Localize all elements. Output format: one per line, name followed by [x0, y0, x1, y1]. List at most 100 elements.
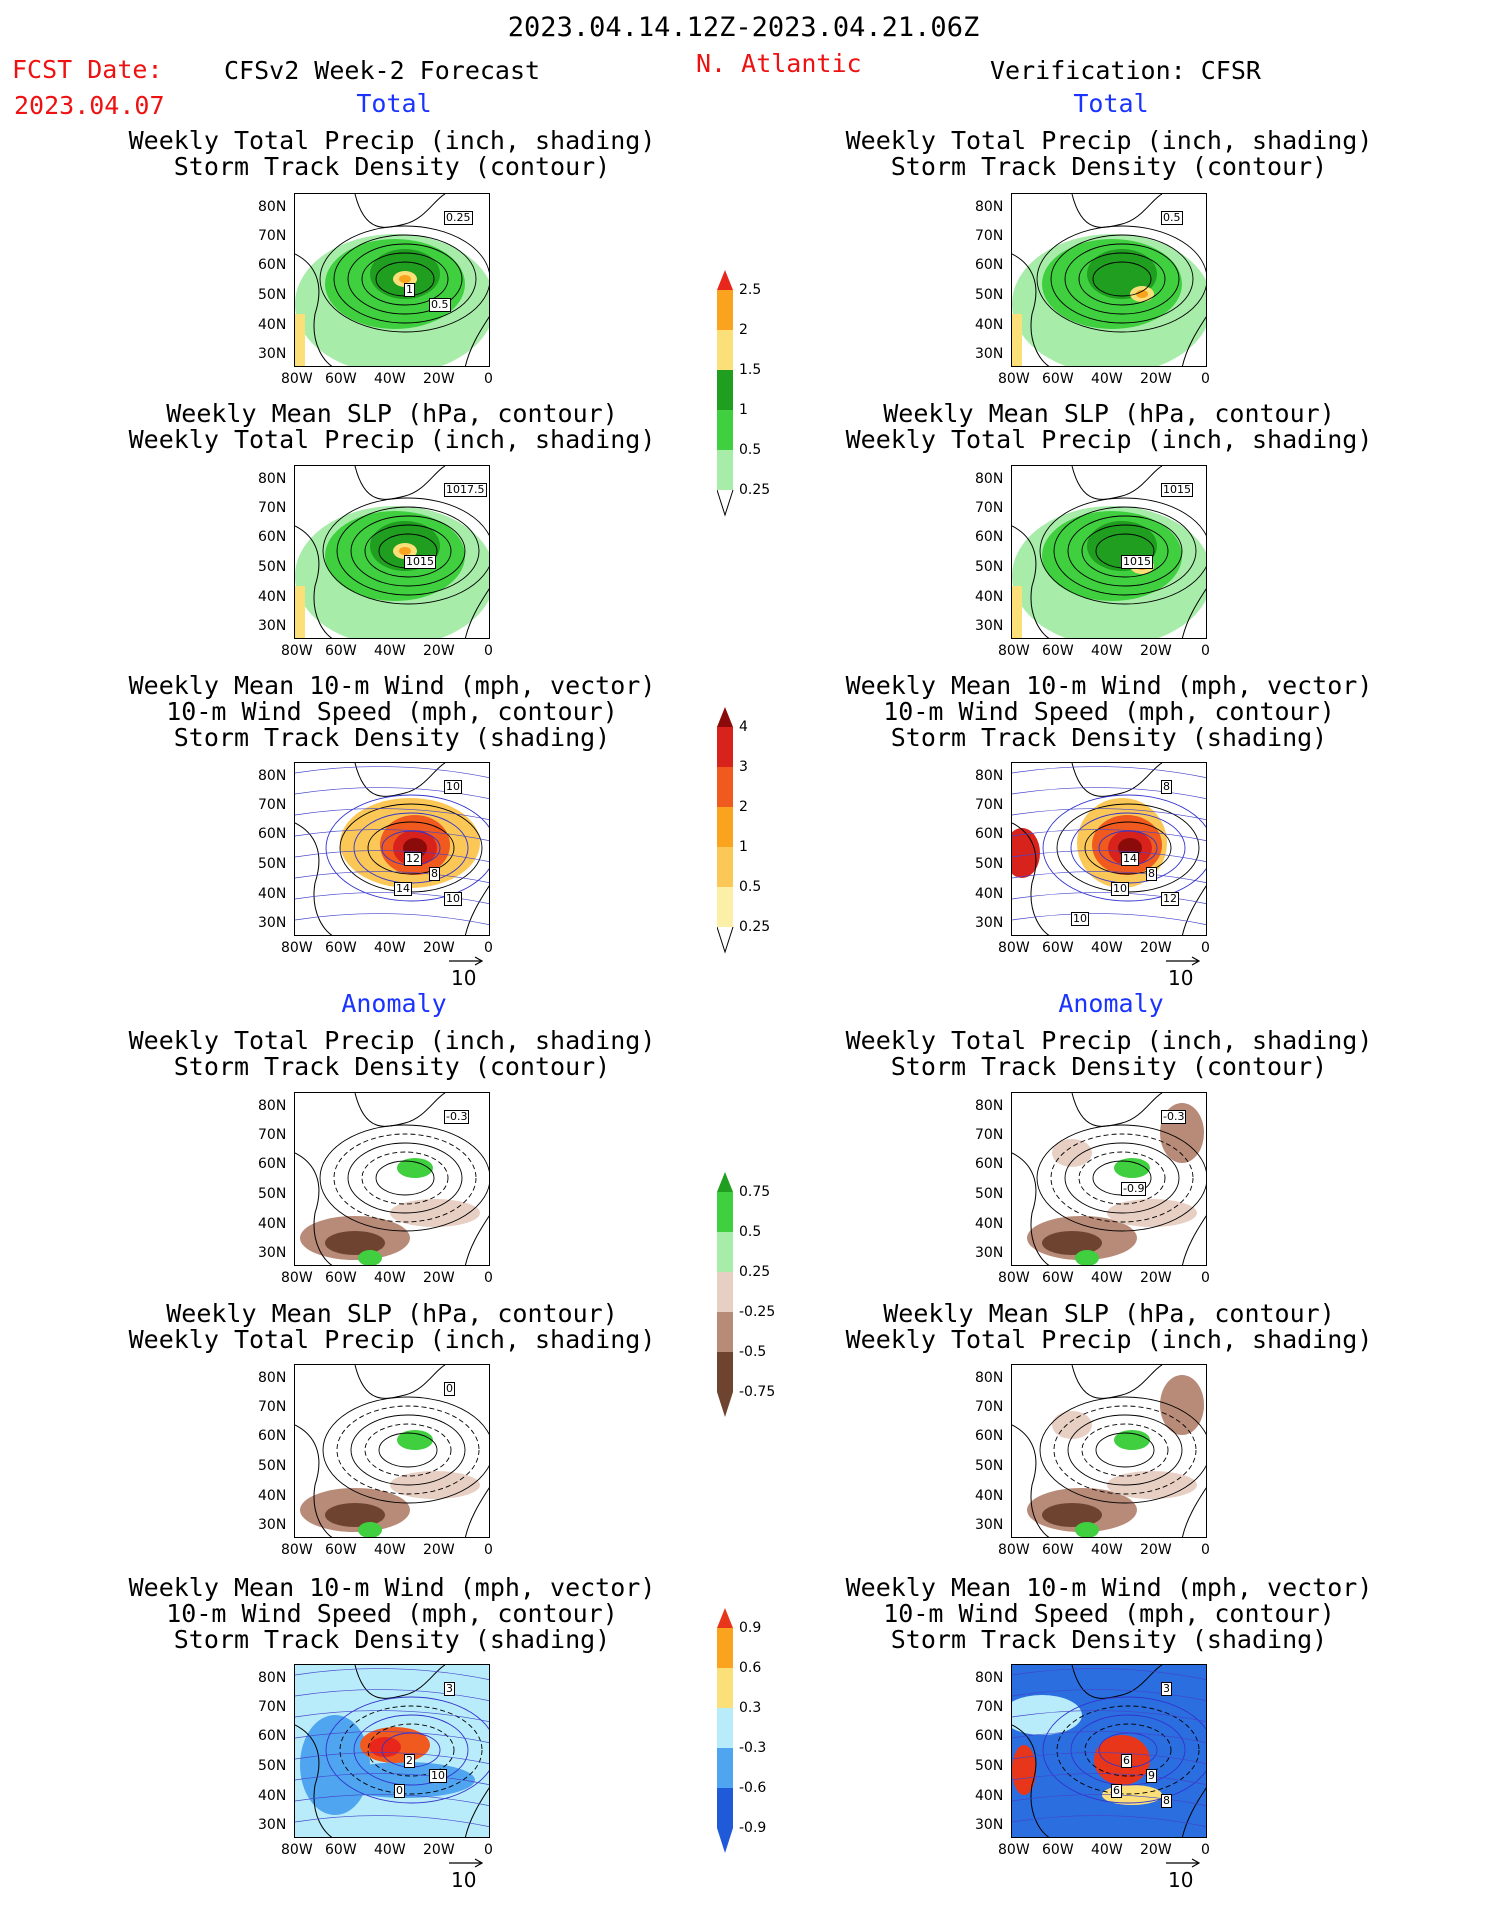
panel-contour-label: 8 [1161, 780, 1172, 794]
vector-arrow-head [474, 956, 483, 966]
lat-label-right: 80N [975, 1098, 1004, 1114]
streamline [1012, 1794, 1206, 1806]
contour-line [1064, 1142, 1180, 1214]
lon-label-right: 60W [1042, 940, 1074, 956]
shading-blob [397, 1430, 433, 1450]
panel-title-left-line3: Storm Track Density (shading) [173, 723, 611, 752]
shading-blob [1012, 314, 1022, 366]
lon-label-right: 20W [1140, 1842, 1172, 1858]
streamline [295, 1731, 489, 1743]
contour-line [339, 1705, 483, 1795]
lon-label-left: 20W [423, 940, 455, 956]
colorbar-segment [717, 410, 733, 450]
panel-title-right-line1: Weekly Mean SLP (hPa, contour) [883, 399, 1335, 428]
panel-title-left-line2: Weekly Total Precip (inch, shading) [128, 1325, 656, 1354]
lat-label-right: 60N [975, 1428, 1004, 1444]
panel-contour-label: -0.9 [1121, 1182, 1147, 1196]
lon-label-left: 0 [484, 940, 493, 956]
lat-label-right: 50N [975, 287, 1004, 303]
contour-line [325, 794, 489, 902]
contour-line [1053, 1405, 1197, 1495]
panel-contour-label: 3 [1161, 1682, 1172, 1696]
contour-line [333, 234, 477, 324]
lon-label-right: 0 [1201, 643, 1210, 659]
lon-label-right: 0 [1201, 1270, 1210, 1286]
lon-label-right: 40W [1091, 940, 1123, 956]
panel-title-right-line1: Weekly Mean 10-m Wind (mph, vector) [845, 1573, 1373, 1602]
streamline [295, 766, 489, 778]
colorbar-density-total [717, 707, 734, 954]
streamline [1012, 1773, 1206, 1785]
panel-title-right-line2: Storm Track Density (contour) [890, 1052, 1328, 1081]
lat-label-right: 50N [975, 1186, 1004, 1202]
colorbar-density-total-label: 0.5 [739, 879, 762, 895]
contour-line [1095, 1432, 1155, 1468]
panel-contour-label: 8 [1146, 867, 1157, 881]
map-svg [295, 1093, 489, 1265]
contour-line [336, 506, 480, 596]
streamline [295, 1689, 489, 1701]
lat-label-left: 50N [258, 856, 287, 872]
lon-label-right: 0 [1201, 940, 1210, 956]
shading-blob [390, 1471, 480, 1499]
lat-label-left: 80N [258, 199, 287, 215]
colorbar-precip-total-label: 1.5 [739, 362, 762, 378]
vector-arrow-head [1191, 956, 1200, 966]
lon-label-right: 80W [998, 371, 1030, 387]
panel-title-left-line2: Storm Track Density (contour) [173, 152, 611, 181]
lat-label-right: 50N [975, 1458, 1004, 1474]
lat-label-left: 30N [258, 618, 287, 634]
contour-line [1081, 1423, 1169, 1477]
streamline [295, 1710, 489, 1722]
contour-line [347, 1142, 463, 1214]
lon-label-left: 80W [281, 1270, 313, 1286]
colorbar-segment [717, 707, 733, 727]
colorbar-precip-anomaly-label: 0.5 [739, 1224, 762, 1240]
lon-label-left: 0 [484, 1842, 493, 1858]
lon-label-left: 40W [374, 1842, 406, 1858]
verification-title: Verification: CFSR [990, 56, 1261, 85]
lat-label-right: 50N [975, 1758, 1004, 1774]
panel-title-right-line1: Weekly Mean SLP (hPa, contour) [883, 1299, 1335, 1328]
colorbar-density-total-label: 2 [739, 799, 748, 815]
contour-line [1067, 515, 1183, 587]
coastline [1012, 763, 1206, 935]
contour-line [1070, 1714, 1186, 1786]
panel-contour-label: 0.5 [429, 298, 451, 312]
section-anomaly-right: Anomaly [1058, 989, 1164, 1018]
contour-line [367, 821, 455, 875]
contour-line [378, 1432, 438, 1468]
lon-label-right: 40W [1091, 1542, 1123, 1558]
colorbar-segment [717, 1272, 733, 1312]
shading-blob [1136, 290, 1148, 298]
lat-label-right: 60N [975, 1728, 1004, 1744]
contour-line [361, 1151, 449, 1205]
lon-label-right: 40W [1091, 371, 1123, 387]
lat-label-left: 80N [258, 471, 287, 487]
colorbar-segment [717, 1312, 733, 1352]
streamline [1012, 892, 1206, 904]
lat-label-left: 40N [258, 1788, 287, 1804]
contour-line [1081, 524, 1169, 578]
lon-label-left: 0 [484, 1270, 493, 1286]
colorbar-precip-anomaly-label: -0.5 [739, 1344, 767, 1360]
panel-contour-label: 1 [404, 283, 415, 297]
panel-contour-label: 0 [394, 1784, 405, 1798]
map-panel-left-sa [294, 1364, 490, 1538]
lat-label-left: 70N [258, 1399, 287, 1415]
colorbar-segment [717, 887, 733, 927]
lat-label-left: 30N [258, 1517, 287, 1533]
panel-title-left-line1: Weekly Total Precip (inch, shading) [128, 126, 656, 155]
coastline [1012, 1365, 1206, 1537]
lon-label-left: 80W [281, 643, 313, 659]
colorbar-segment [717, 1748, 733, 1788]
lat-label-left: 80N [258, 1098, 287, 1114]
panel-contour-label: 12 [1161, 892, 1179, 906]
contour-line [325, 1696, 489, 1804]
map-svg [295, 763, 489, 935]
contour-line [375, 1160, 435, 1196]
lat-label-right: 80N [975, 199, 1004, 215]
lon-label-left: 40W [374, 371, 406, 387]
lat-label-right: 40N [975, 1488, 1004, 1504]
panel-contour-label: 6 [1111, 1784, 1122, 1798]
